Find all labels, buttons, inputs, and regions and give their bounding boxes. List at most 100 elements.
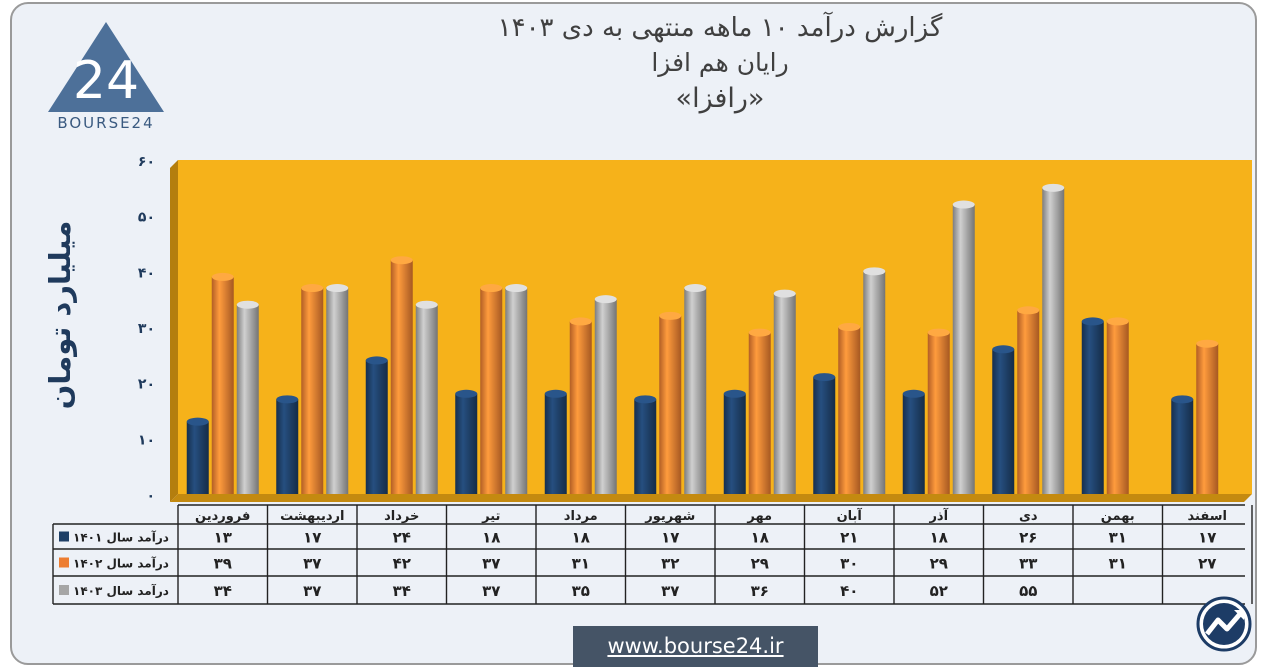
bar-top-0-6	[723, 389, 746, 398]
x-tick-label: خرداد	[384, 509, 419, 524]
bar-2-2	[415, 304, 438, 494]
bar-top-1-6	[748, 328, 771, 337]
bar-top-1-11	[1196, 339, 1219, 348]
bar-top-0-11	[1171, 395, 1194, 404]
data-label: ۳۱	[1109, 555, 1127, 573]
bar-top-0-7	[813, 373, 836, 382]
data-label: ۲۹	[930, 555, 948, 573]
data-label: ۲۴	[393, 529, 411, 547]
data-label: ۳۷	[303, 582, 321, 600]
data-label: ۳۵	[572, 582, 590, 600]
bar-top-2-0	[236, 300, 259, 309]
bar-0-6	[723, 393, 746, 494]
data-label: ۳۲	[661, 555, 679, 573]
bar-top-2-2	[415, 300, 438, 309]
data-label: ۱۸	[930, 529, 948, 547]
bar-1-1	[301, 288, 324, 494]
data-label: ۳۶	[751, 582, 769, 600]
bar-top-1-9	[1017, 306, 1040, 315]
bar-top-0-4	[544, 389, 567, 398]
ticker-symbol: «رافزا»	[675, 83, 765, 114]
bar-2-3	[505, 288, 528, 494]
data-label: ۳۷	[303, 555, 321, 573]
bar-top-1-10	[1106, 317, 1129, 326]
x-tick-label: شهریور	[644, 509, 695, 524]
bar-top-2-7	[863, 267, 886, 276]
data-label: ۲۱	[840, 529, 858, 547]
legend-label: درآمد سال ۱۴۰۱	[73, 530, 169, 545]
bar-1-9	[1017, 310, 1040, 494]
x-tick-label: مرداد	[564, 509, 598, 524]
data-label: ۱۸	[482, 529, 500, 547]
data-label: ۲۹	[751, 555, 769, 573]
bar-top-1-4	[569, 317, 592, 326]
bar-0-2	[365, 360, 388, 494]
bar-0-11	[1171, 399, 1194, 494]
x-tick-label: اردیبهشت	[280, 509, 344, 524]
legend-key	[59, 557, 69, 568]
bar-0-5	[634, 399, 657, 494]
y-tick-label: ۵۰	[138, 210, 155, 226]
bar-top-1-3	[480, 284, 503, 293]
data-label: ۳۷	[661, 582, 679, 600]
bar-1-3	[480, 288, 503, 494]
logo-triangle	[48, 22, 164, 112]
bar-top-1-7	[838, 323, 861, 331]
bar-0-1	[276, 399, 299, 494]
x-tick-label: مهر	[746, 509, 772, 524]
data-label: ۵۲	[930, 582, 948, 600]
bar-top-2-9	[1042, 183, 1065, 192]
bar-1-8	[927, 332, 950, 494]
legend-key	[59, 531, 69, 542]
logo-text: BOURSE24	[57, 114, 155, 132]
data-label: ۳۹	[214, 555, 232, 573]
data-label: ۳۴	[214, 582, 232, 600]
x-tick-label: آبان	[837, 507, 863, 524]
bar-1-10	[1106, 321, 1129, 494]
title-block: گزارش درآمد ۱۰ ماهه منتهی به دی ۱۴۰۳ رای…	[360, 8, 1080, 120]
data-label: ۴۲	[393, 555, 411, 573]
data-label: ۳۱	[572, 555, 590, 573]
bar-0-8	[902, 393, 925, 494]
bar-1-2	[390, 260, 413, 494]
bar-top-2-1	[326, 284, 349, 293]
bar-2-9	[1042, 187, 1065, 495]
bar-top-1-0	[211, 272, 234, 281]
data-label: ۳۳	[1019, 555, 1037, 573]
bar-top-0-8	[902, 389, 925, 398]
bar-top-2-5	[684, 284, 707, 293]
plot-area	[178, 160, 1252, 494]
bar-2-5	[684, 288, 707, 494]
bar-0-10	[1081, 321, 1104, 494]
x-tick-label: بهمن	[1101, 509, 1135, 524]
data-label: ۱۸	[572, 529, 590, 547]
y-tick-label: ۶۰	[138, 154, 155, 170]
plot-side-wall	[170, 160, 178, 502]
bourse24-logo: 24	[48, 22, 164, 112]
x-tick-label: اسفند	[1188, 509, 1227, 524]
bar-2-7	[863, 271, 886, 494]
bar-2-6	[773, 293, 796, 494]
company-name: رایان هم افزا	[651, 48, 789, 77]
bar-2-1	[326, 288, 349, 494]
legend-label: درآمد سال ۱۴۰۲	[73, 556, 169, 571]
data-label: ۳۷	[482, 555, 500, 573]
bar-top-0-3	[455, 389, 478, 398]
bar-1-11	[1196, 343, 1219, 494]
bar-2-0	[236, 304, 259, 494]
y-tick-label: ۲۰	[138, 377, 155, 393]
bar-1-0	[211, 276, 234, 494]
bar-top-0-9	[992, 345, 1015, 354]
trend-arrow-icon	[1196, 596, 1252, 652]
y-tick-label: ۴۰	[138, 265, 155, 281]
x-tick-label: آذر	[928, 507, 948, 524]
website-link[interactable]: www.bourse24.ir	[573, 626, 818, 667]
chart-title: گزارش درآمد ۱۰ ماهه منتهی به دی ۱۴۰۳	[497, 13, 943, 43]
legend-label: درآمد سال ۱۴۰۳	[73, 583, 169, 598]
y-tick-label: ۰	[146, 488, 155, 504]
bar-top-2-8	[952, 200, 975, 209]
data-label: ۱۷	[661, 529, 679, 547]
bar-top-1-8	[927, 328, 950, 337]
data-label: ۱۳	[214, 529, 232, 547]
